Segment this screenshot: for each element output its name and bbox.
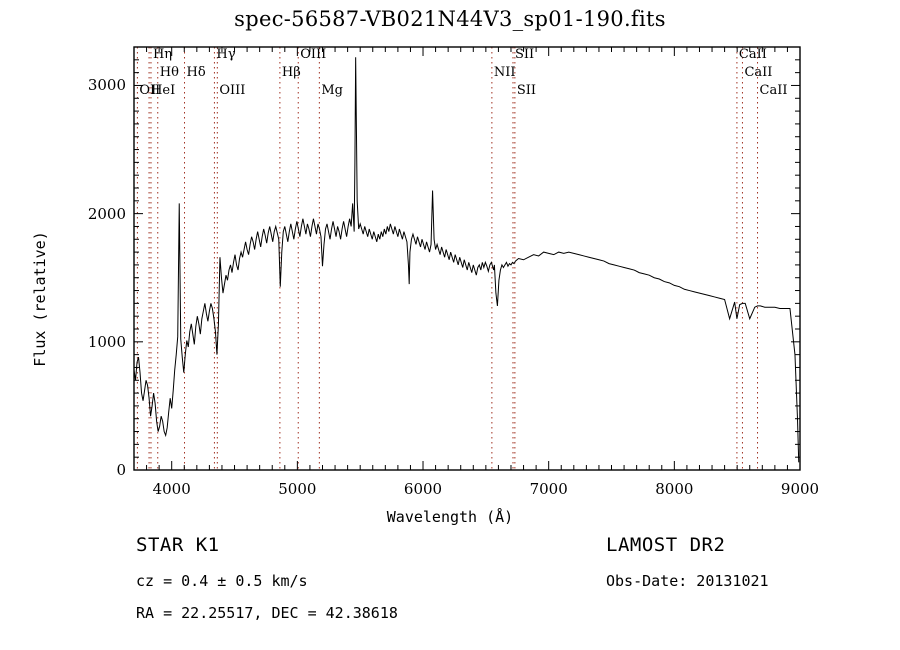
line-label-CaII-8542: CaII bbox=[744, 65, 773, 80]
y-tick-label: 0 bbox=[116, 461, 126, 479]
line-label-CaII-8662: CaII bbox=[759, 83, 788, 98]
line-label-H-3889: Hθ bbox=[159, 65, 179, 80]
x-tick-label: 5000 bbox=[278, 480, 317, 498]
line-label-OIII-4363: OIII bbox=[219, 83, 246, 98]
line-label-H-4861: Hβ bbox=[281, 65, 301, 80]
x-tick-label: 6000 bbox=[403, 480, 443, 498]
line-label-SII-6716: SII bbox=[514, 47, 535, 62]
star-class-label: STAR K1 bbox=[136, 534, 220, 556]
redshift-label: cz = 0.4 ± 0.5 km/s bbox=[136, 572, 308, 590]
line-label-NII-6548: NII bbox=[493, 65, 516, 80]
y-axis-title: Flux (relative) bbox=[31, 231, 49, 367]
y-tick-label: 2000 bbox=[87, 204, 126, 223]
x-tick-label: 8000 bbox=[655, 480, 694, 498]
page-title: spec-56587-VB021N44V3_sp01-190.fits bbox=[234, 7, 666, 31]
line-label-Mg-5175: Mg bbox=[321, 83, 343, 98]
line-label-H-4102: Hδ bbox=[186, 65, 206, 80]
line-label-HeI-3820: HeI bbox=[151, 83, 176, 98]
line-label-H-3835: Hη bbox=[152, 47, 173, 62]
spectrum-trace bbox=[133, 57, 800, 463]
x-tick-label: 9000 bbox=[780, 480, 820, 498]
plot-frame bbox=[133, 46, 801, 471]
line-label-CaII-8498: CaII bbox=[738, 47, 767, 62]
x-tick-label: 4000 bbox=[152, 480, 191, 498]
y-tick-label: 3000 bbox=[87, 76, 126, 95]
line-label-H-4340: Hγ bbox=[216, 47, 236, 62]
line-label-OIII-5007: OIII bbox=[300, 47, 327, 62]
coordinates-label: RA = 22.25517, DEC = 42.38618 bbox=[136, 604, 398, 622]
x-axis-title: Wavelength (Å) bbox=[386, 508, 514, 526]
line-label-OII-3727: OII bbox=[139, 83, 161, 98]
line-label-SII-6731: SII bbox=[516, 83, 537, 98]
obs-date-label: Obs-Date: 20131021 bbox=[606, 572, 769, 590]
survey-label: LAMOST DR2 bbox=[606, 534, 726, 556]
x-tick-label: 7000 bbox=[529, 480, 568, 498]
y-tick-label: 1000 bbox=[87, 332, 126, 351]
